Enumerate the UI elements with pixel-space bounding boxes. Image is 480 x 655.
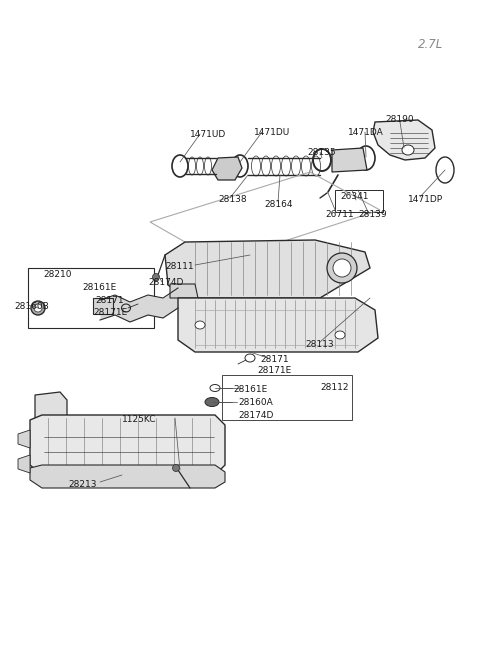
Text: 2.7L: 2.7L xyxy=(418,38,443,51)
Bar xyxy=(28,268,154,328)
Ellipse shape xyxy=(402,145,414,155)
Text: 28213: 28213 xyxy=(68,480,96,489)
Polygon shape xyxy=(212,157,242,180)
Ellipse shape xyxy=(34,304,42,312)
Ellipse shape xyxy=(205,398,219,407)
Bar xyxy=(93,298,113,314)
Text: 28135: 28135 xyxy=(307,148,336,157)
Bar xyxy=(335,190,383,212)
Text: 28190: 28190 xyxy=(385,115,414,124)
Text: 28174D: 28174D xyxy=(148,278,183,287)
Polygon shape xyxy=(30,415,225,475)
Polygon shape xyxy=(35,392,67,428)
Text: 1471DU: 1471DU xyxy=(254,128,290,137)
Text: 26711: 26711 xyxy=(325,210,354,219)
Text: 28171E: 28171E xyxy=(93,308,127,317)
Text: 28210: 28210 xyxy=(43,270,72,279)
Ellipse shape xyxy=(172,464,180,472)
Text: 28171: 28171 xyxy=(95,296,124,305)
Text: 28160A: 28160A xyxy=(238,398,273,407)
Text: 28160B: 28160B xyxy=(14,302,49,311)
Polygon shape xyxy=(18,455,30,473)
Bar xyxy=(222,375,352,420)
Text: 28139: 28139 xyxy=(358,210,386,219)
Ellipse shape xyxy=(333,259,351,277)
Ellipse shape xyxy=(335,331,345,339)
Text: 28161E: 28161E xyxy=(233,385,267,394)
Text: 28113: 28113 xyxy=(305,340,334,349)
Polygon shape xyxy=(178,298,378,352)
Polygon shape xyxy=(170,284,198,298)
Polygon shape xyxy=(332,148,367,172)
Text: 1125KC: 1125KC xyxy=(122,415,156,424)
Text: 28171E: 28171E xyxy=(257,366,291,375)
Text: 28161E: 28161E xyxy=(82,283,116,292)
Polygon shape xyxy=(30,465,225,488)
Ellipse shape xyxy=(195,321,205,329)
Text: 1471DA: 1471DA xyxy=(348,128,384,137)
Ellipse shape xyxy=(31,301,45,315)
Polygon shape xyxy=(18,430,30,448)
Text: 28164: 28164 xyxy=(264,200,292,209)
Bar xyxy=(44,420,214,470)
Polygon shape xyxy=(373,120,435,160)
Text: 28111: 28111 xyxy=(165,262,193,271)
Ellipse shape xyxy=(153,274,159,280)
Text: 28174D: 28174D xyxy=(238,411,274,420)
Text: 26341: 26341 xyxy=(340,192,369,201)
Ellipse shape xyxy=(327,253,357,283)
Text: 28138: 28138 xyxy=(218,195,247,204)
Polygon shape xyxy=(165,240,370,298)
Text: 1471UD: 1471UD xyxy=(190,130,226,139)
Text: 28112: 28112 xyxy=(320,383,348,392)
Text: 1471DP: 1471DP xyxy=(408,195,443,204)
Text: 28171: 28171 xyxy=(260,355,288,364)
